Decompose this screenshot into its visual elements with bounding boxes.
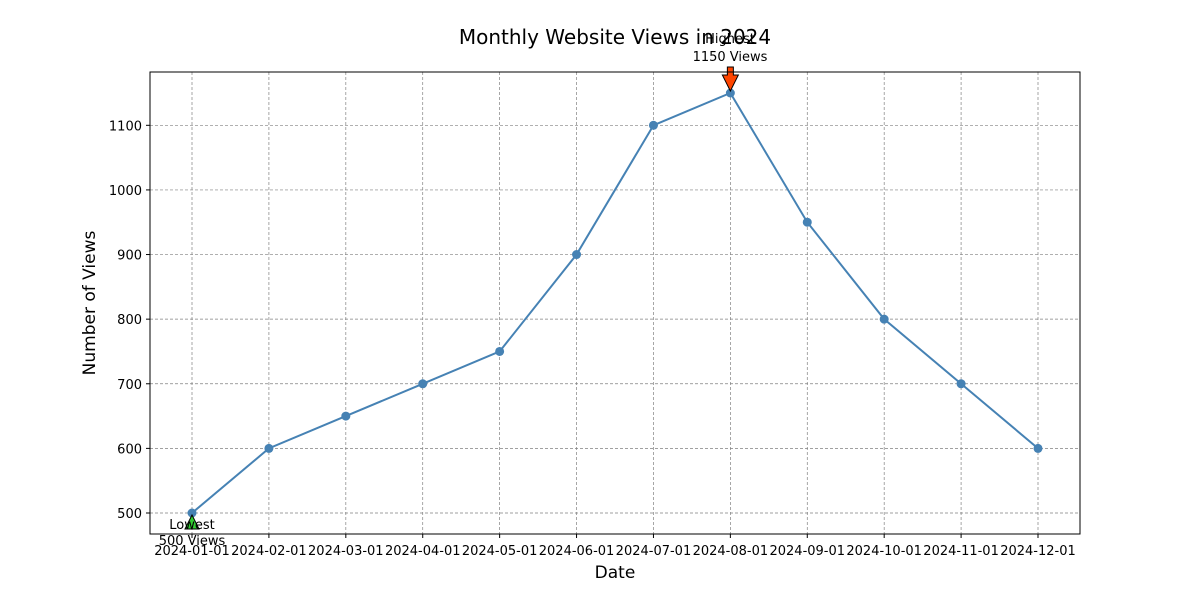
x-axis-label: Date [595,563,636,583]
y-tick-label: 600 [117,442,142,457]
data-point [187,508,197,518]
data-point [418,379,428,389]
axis-ticks: 2024-01-01 2024-02-01 2024-03-01 2024-04-01… [109,119,1076,559]
data-point [572,250,582,260]
x-tick-label: 2024-02-01 [231,544,307,559]
highest-annotation-value: 1150 Views [693,50,768,65]
lowest-annotation-label: Lowest [169,518,214,533]
x-tick-label: 2024-11-01 [923,544,999,559]
data-point [1033,443,1043,453]
x-tick-label: 2024-04-01 [385,544,461,559]
highest-arrow-marker [721,66,740,93]
data-point [495,346,505,356]
plot-area-frame [149,71,1081,535]
data-point [725,88,735,98]
data-point [802,217,812,227]
x-tick-label: 2024-01-01 [154,544,230,559]
y-tick-label: 1100 [109,119,142,134]
data-series [191,91,1039,514]
chart-title: Monthly Website Views in 2024 [459,25,771,49]
data-point [341,411,351,421]
y-tick-label: 900 [117,249,142,264]
grid-lines [150,72,1080,534]
y-axis-label: Number of Views [80,231,100,376]
highest-annotation-label: Highest [705,32,755,47]
y-tick-label: 800 [117,313,142,328]
data-point [264,443,274,453]
x-tick-label: 2024-08-01 [693,544,769,559]
y-tick-label: 700 [117,378,142,393]
x-tick-label: 2024-07-01 [616,544,692,559]
x-tick-label: 2024-03-01 [308,544,384,559]
x-tick-label: 2024-06-01 [539,544,615,559]
x-tick-label: 2024-10-01 [846,544,922,559]
lowest-triangle-marker [184,513,200,530]
annotation-markers [184,66,740,530]
x-tick-label: 2024-05-01 [462,544,538,559]
y-tick-label: 1000 [109,184,142,199]
x-tick-label: 2024-09-01 [769,544,845,559]
data-point [648,120,658,130]
data-point [879,314,889,324]
data-points [187,88,1043,518]
x-tick-label: 2024-12-01 [1000,544,1076,559]
y-tick-label: 500 [117,507,142,522]
views-series-line [191,91,1039,514]
data-point [956,379,966,389]
lowest-annotation-value: 500 Views [159,534,226,549]
